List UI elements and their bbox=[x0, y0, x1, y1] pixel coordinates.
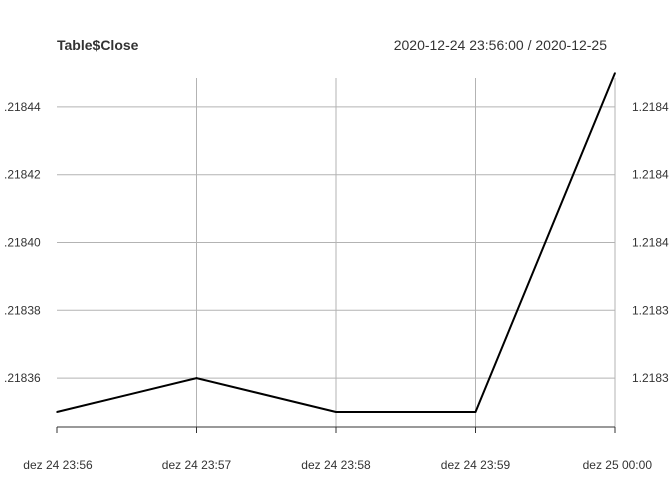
y-tick-label-right: 1.2184 bbox=[632, 100, 669, 114]
x-tick-label: dez 25 00:00 bbox=[583, 458, 653, 472]
date-range-label: 2020-12-24 23:56:00 / 2020-12-25 bbox=[394, 37, 607, 53]
y-tick-label-right: 1.2184 bbox=[632, 236, 669, 250]
x-axis bbox=[56, 426, 616, 433]
gridlines bbox=[57, 78, 616, 427]
series-layer bbox=[56, 72, 616, 413]
y-tick-label-left: .21844 bbox=[4, 100, 41, 114]
data-point bbox=[335, 411, 337, 413]
x-tick-label: dez 24 23:58 bbox=[301, 458, 371, 472]
y-tick-label-right: 1.2183 bbox=[632, 303, 669, 317]
y-tick-label-left: .21840 bbox=[4, 236, 41, 250]
y-tick-label-left: .21842 bbox=[4, 168, 41, 182]
y-tick-label-right: 1.2184 bbox=[632, 168, 669, 182]
data-point bbox=[56, 411, 58, 413]
tick-labels: .21836 1.2183 .21838 1.2183 .21840 1.2184 .218… bbox=[4, 100, 669, 472]
x-tick-label: dez 24 23:57 bbox=[162, 458, 232, 472]
chart-title: Table$Close bbox=[57, 37, 139, 53]
x-tick-label: dez 24 23:59 bbox=[441, 458, 511, 472]
y-tick-label-left: .21838 bbox=[4, 303, 41, 317]
y-tick-label-left: .21836 bbox=[4, 371, 41, 385]
data-point bbox=[614, 72, 616, 74]
y-tick-label-right: 1.2183 bbox=[632, 371, 669, 385]
data-point bbox=[474, 411, 477, 413]
data-point bbox=[195, 377, 198, 379]
x-tick-label: dez 24 23:56 bbox=[23, 458, 93, 472]
